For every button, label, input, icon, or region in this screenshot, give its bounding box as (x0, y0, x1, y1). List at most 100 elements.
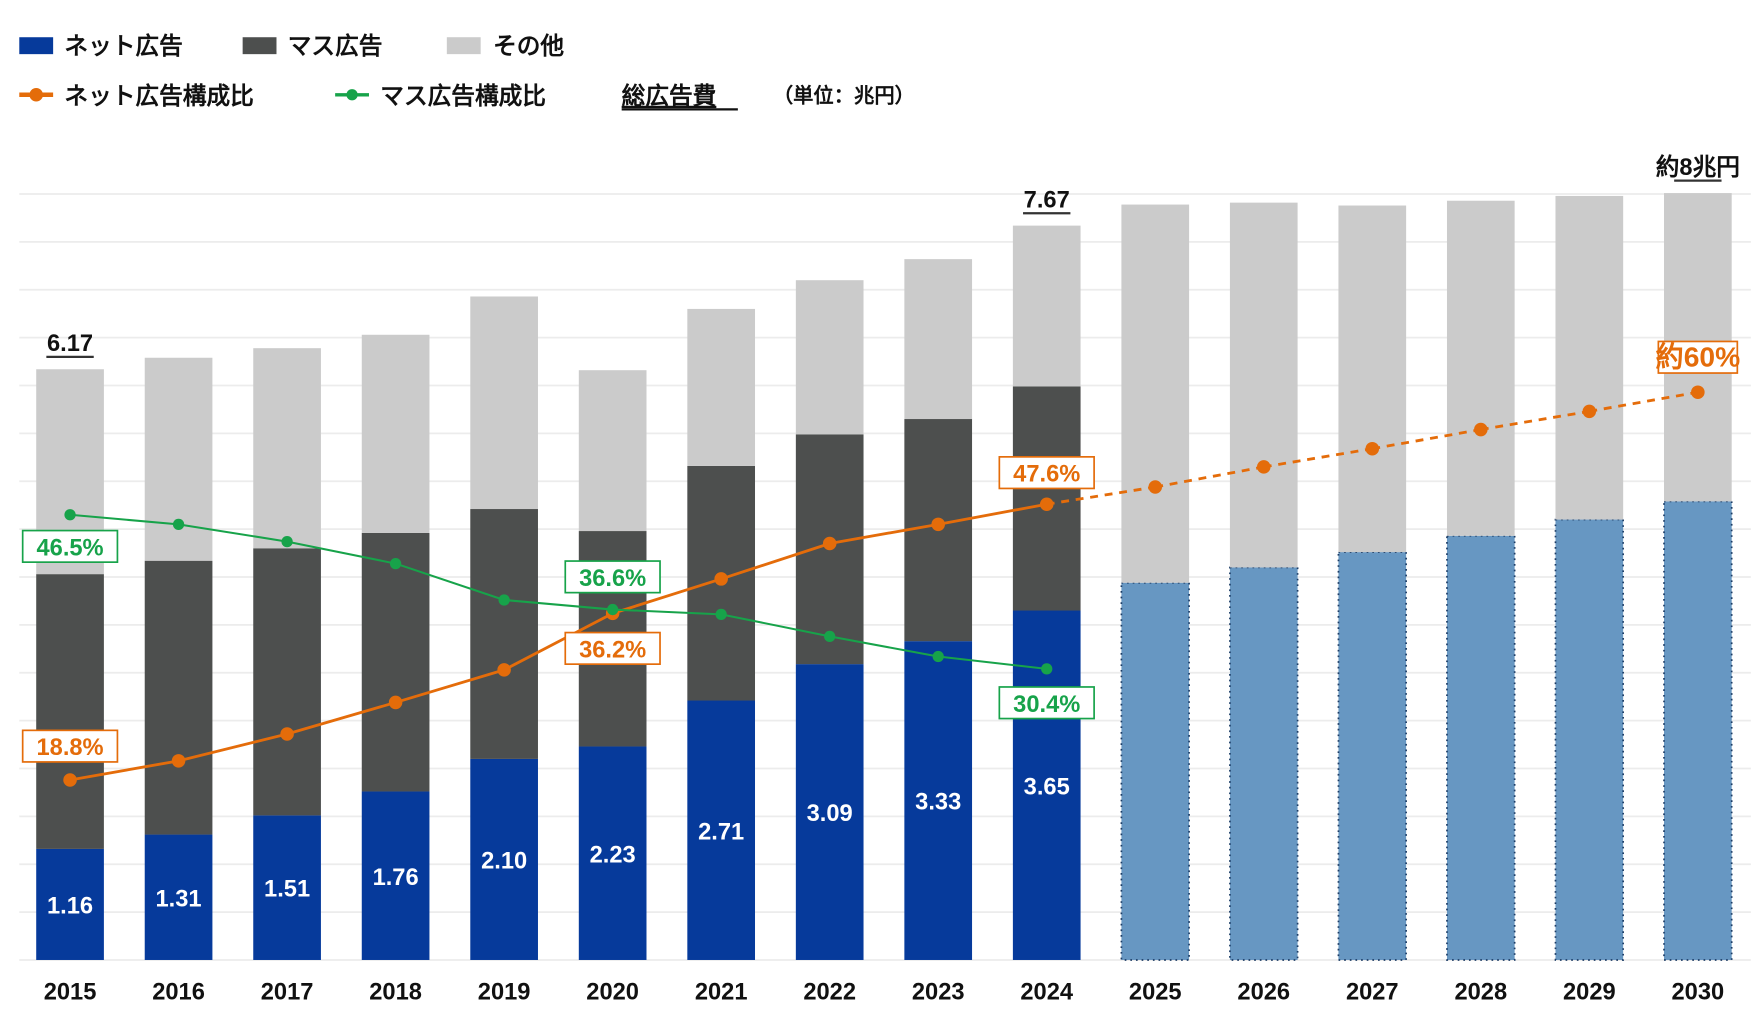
net-share-segment (395, 668, 505, 704)
net-share-point-2030 (1691, 385, 1705, 399)
mass-share-segment (938, 655, 1047, 670)
net-share-point-2027 (1365, 441, 1380, 456)
labels: 1.16 2015 1.31 2016 1.51 2017 1.76 2018 2.10 2019… (21, 153, 1741, 1005)
x-tick-label: 2020 (586, 979, 639, 1005)
share-annotation-box (564, 560, 661, 594)
bar-net-2028 (1446, 534, 1516, 961)
x-tick-label: 2021 (695, 979, 748, 1005)
share-annotation-box (21, 529, 119, 563)
legend-label-other: その他 (493, 33, 564, 60)
mass-share-segment (612, 608, 722, 616)
legend-swatch-other (446, 37, 481, 55)
mass-share-segment (829, 635, 939, 658)
net-share-point-2026 (1256, 460, 1271, 474)
bar-other-2016 (144, 357, 213, 561)
net-share-point-2017 (280, 727, 294, 741)
x-tick-label: 2029 (1563, 979, 1616, 1005)
bar-net-2023 (904, 641, 973, 960)
mass-share-point-2017 (281, 535, 293, 548)
net-share-point-2022 (822, 536, 837, 551)
bar-value-label: 1.16 (47, 893, 93, 919)
x-tick-label: 2015 (44, 979, 97, 1005)
net-share-point-2018 (388, 695, 403, 710)
bar-value-label: 1.31 (156, 886, 202, 912)
net-share-point-2016 (171, 754, 186, 768)
bar-net-2029 (1554, 518, 1625, 961)
net-share-segment (1263, 447, 1373, 469)
legend-swatch-net (19, 37, 54, 55)
net-share-segment (829, 522, 939, 545)
x-tick-label: 2022 (803, 979, 856, 1005)
mass-share-point-2019 (498, 594, 510, 606)
net-share-segment (503, 612, 614, 672)
total-label: 7.67 (1024, 188, 1070, 214)
x-tick-label: 2017 (261, 979, 314, 1005)
bar-net-2022 (795, 664, 864, 960)
bar-net-2027 (1337, 551, 1407, 961)
mass-share-point-2021 (715, 608, 727, 620)
share-annotation-box (998, 456, 1095, 490)
net-share-segment (69, 759, 179, 782)
bar-other-2019 (470, 296, 538, 510)
bar-mass-2018 (361, 532, 430, 792)
mass-share-point-2022 (824, 630, 836, 643)
bar-other-2025 (1121, 204, 1190, 583)
bar-other-2028 (1446, 200, 1515, 536)
bar-value-label: 2.10 (481, 848, 527, 874)
legend-label-mass: マス広告 (288, 32, 383, 60)
total-label: 約8兆円 (1656, 153, 1740, 181)
legend-label-net-share: ネット広告構成比 (64, 82, 253, 110)
x-tick-label: 2023 (912, 979, 965, 1005)
mass-share-segment (69, 513, 179, 526)
bar-net-2018 (361, 791, 430, 960)
net-share-segment (612, 577, 722, 615)
bar-value-label: 3.33 (915, 790, 961, 816)
bar-net-2020 (578, 746, 647, 960)
bar-other-2024 (1012, 225, 1081, 387)
net-share-segment (1372, 428, 1482, 451)
bar-other-2022 (795, 280, 864, 435)
mass-share-segment (504, 598, 613, 611)
x-tick-label: 2019 (478, 979, 531, 1005)
bar-value-label: 1.76 (373, 865, 419, 891)
share-annotation-box (564, 631, 661, 665)
mass-share-point-2018 (389, 557, 402, 570)
share-annotation-label: 36.6% (579, 566, 646, 592)
bar-mass-2015 (36, 574, 104, 849)
bar-value-label: 2.23 (590, 842, 636, 868)
x-tick-label: 2026 (1237, 979, 1290, 1005)
share-annotation-label: 約60% (1656, 340, 1741, 372)
x-tick-label: 2028 (1454, 979, 1507, 1005)
x-tick-label: 2025 (1129, 979, 1182, 1005)
bars (36, 193, 1733, 961)
share-annotation-label: 46.5% (36, 535, 103, 561)
mass-share-point-2015 (64, 509, 76, 521)
bar-other-2023 (904, 259, 973, 420)
net-share-segment (1046, 485, 1156, 506)
bar-other-2026 (1229, 202, 1298, 568)
total-label: 6.17 (47, 331, 93, 357)
net-share-segment (1154, 465, 1265, 489)
net-share-point-2021 (714, 572, 728, 586)
mass-share-point-2020 (607, 603, 619, 616)
net-share-point-2028 (1474, 422, 1488, 437)
x-tick-label: 2018 (369, 979, 422, 1005)
bar-other-2020 (578, 370, 647, 532)
bar-value-label: 3.65 (1024, 774, 1070, 800)
net-share-point-2015 (63, 773, 77, 787)
bar-mass-2016 (144, 560, 213, 835)
net-share-segment (937, 502, 1047, 526)
share-annotation-box (1657, 340, 1739, 374)
bar-net-2030 (1663, 500, 1733, 961)
bar-net-2026 (1229, 566, 1299, 961)
mass-share-segment (178, 523, 288, 543)
mass-share-segment (286, 540, 396, 565)
bar-other-2029 (1555, 195, 1624, 520)
bar-other-2017 (253, 348, 321, 549)
legend-label-net: ネット広告 (64, 32, 182, 60)
lines (63, 385, 1705, 787)
bar-value-label: 1.51 (264, 877, 310, 903)
bar-net-2017 (253, 815, 321, 960)
mass-share-segment (395, 562, 505, 601)
